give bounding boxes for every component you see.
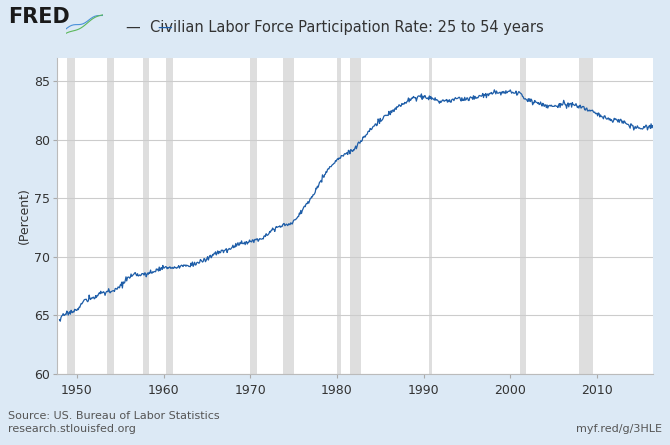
Bar [429,58,432,374]
Bar [107,58,115,374]
Bar [337,58,341,374]
Text: myf.red/g/3HLE: myf.red/g/3HLE [576,424,662,434]
Bar [283,58,293,374]
Text: Source: US. Bureau of Labor Statistics
research.stlouisfed.org: Source: US. Bureau of Labor Statistics r… [8,411,220,434]
Bar [165,58,173,374]
Bar [579,58,592,374]
Text: FRED: FRED [8,7,70,27]
Bar [68,58,76,374]
Text: —  Civilian Labor Force Participation Rate: 25 to 54 years: — Civilian Labor Force Participation Rat… [126,20,544,35]
Bar [521,58,526,374]
Text: —: — [157,20,172,35]
Bar [249,58,257,374]
Y-axis label: (Percent): (Percent) [18,187,31,244]
Bar [350,58,361,374]
Bar [143,58,149,374]
